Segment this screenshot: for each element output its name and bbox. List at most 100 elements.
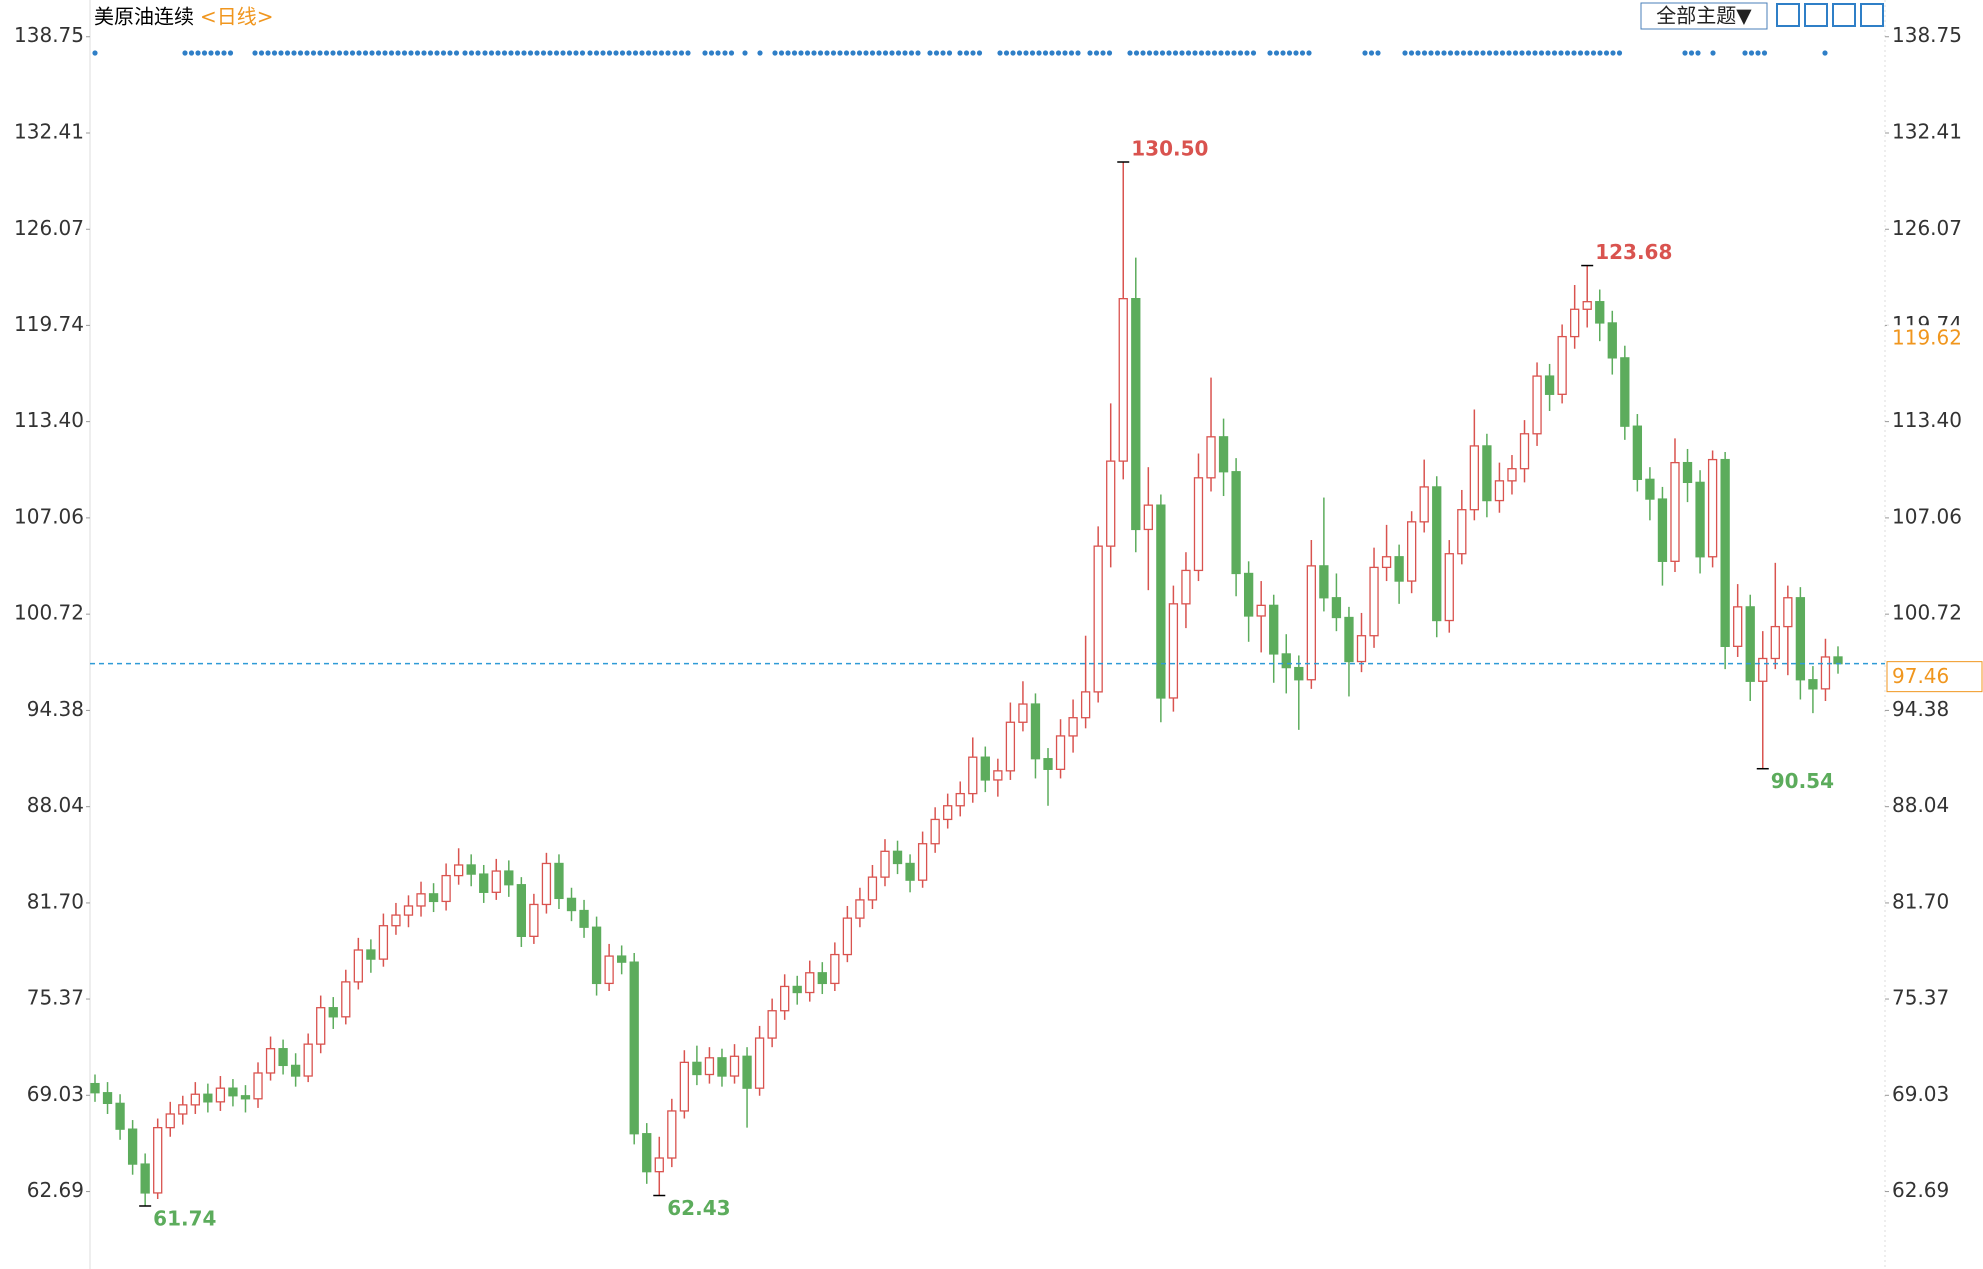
candle-body (1407, 521, 1417, 582)
event-dot (1179, 50, 1185, 56)
event-dot (1571, 50, 1577, 56)
candle-body (905, 862, 915, 881)
candle-body (1156, 504, 1166, 699)
candle-body (178, 1104, 188, 1115)
event-dot (817, 50, 824, 56)
candle-body (855, 899, 865, 919)
candle-body (1670, 461, 1680, 562)
event-dot (1616, 50, 1623, 56)
tool-icon[interactable] (1804, 3, 1828, 27)
candle-body (316, 1007, 326, 1045)
candle-body (1469, 445, 1480, 511)
y2-tick-label: 69.03 (1892, 1082, 1949, 1106)
tool-icon[interactable] (1860, 3, 1884, 27)
candle-body (591, 926, 602, 985)
toolbar[interactable] (1776, 3, 1884, 27)
event-dot (508, 50, 514, 56)
theme-button[interactable]: 全部主题▼ (1656, 4, 1752, 28)
y-tick-label: 132.41 (14, 120, 84, 144)
candle-body (968, 756, 978, 795)
y2-tick-label: 132.41 (1892, 120, 1962, 144)
y2-tick-label: 62.69 (1892, 1178, 1949, 1202)
candle-body (115, 1102, 125, 1130)
event-dot (1166, 50, 1172, 56)
event-dot (453, 50, 460, 56)
event-dot (1010, 50, 1016, 56)
event-dot (933, 50, 940, 56)
y2-tick-label: 94.38 (1892, 697, 1949, 721)
candle-body (203, 1093, 213, 1103)
event-dot (593, 50, 600, 56)
event-dot (1761, 50, 1768, 56)
y-tick-label: 119.74 (14, 312, 84, 336)
event-dot (579, 50, 586, 56)
event-dot (772, 50, 778, 56)
event-dot (1075, 50, 1081, 56)
event-dot (1519, 50, 1525, 56)
event-dot (1146, 50, 1153, 56)
event-dot (997, 50, 1003, 56)
event-dot (521, 50, 527, 56)
event-dot (227, 50, 234, 56)
event-dot (547, 50, 553, 56)
candle-body (1419, 486, 1429, 523)
event-dot (1375, 50, 1381, 56)
event-dot (685, 50, 691, 56)
candle-body (1306, 565, 1316, 681)
event-dot (665, 50, 671, 56)
event-dot (1362, 50, 1368, 56)
cursor-price-box (1887, 325, 1982, 354)
candle-body (1745, 606, 1755, 682)
candle-body (1682, 461, 1693, 484)
event-dot (778, 50, 785, 56)
candle-body (1457, 509, 1467, 555)
candle-body (817, 972, 827, 985)
event-dot (1603, 50, 1610, 56)
candle-body (617, 955, 627, 963)
event-dot (672, 50, 678, 56)
event-dot (1532, 50, 1538, 56)
event-dot (1682, 50, 1688, 56)
event-dot (1062, 50, 1068, 56)
event-dot (1250, 50, 1257, 56)
event-dot (1584, 50, 1590, 56)
candle-body (880, 850, 890, 878)
candle-body (1269, 604, 1279, 655)
event-dot (804, 50, 811, 56)
y2-tick-label: 100.72 (1892, 601, 1962, 625)
candle-body (1218, 436, 1229, 473)
candle-body (1820, 656, 1831, 690)
y-tick-label: 75.37 (27, 986, 84, 1010)
event-dot (1545, 50, 1551, 56)
event-dot (1551, 50, 1558, 56)
candle-body (491, 870, 501, 893)
theme-button-box[interactable] (1640, 2, 1768, 30)
candle-body (303, 1043, 313, 1077)
candle-body (1319, 565, 1329, 599)
event-dot (1185, 50, 1192, 56)
candle-body (704, 1057, 715, 1076)
candle-body (190, 1093, 200, 1106)
candle-body (1356, 635, 1367, 663)
event-dot (1454, 50, 1460, 56)
candle-body (240, 1095, 251, 1100)
event-dot (970, 50, 976, 56)
y2-tick-label: 75.37 (1892, 986, 1949, 1010)
event-dot (566, 50, 573, 56)
event-dot (1140, 50, 1146, 56)
y-tick-label: 62.69 (27, 1178, 84, 1202)
tool-icon[interactable] (1832, 3, 1856, 27)
event-dot (1748, 50, 1755, 56)
candle-body (566, 897, 577, 912)
candle-body (391, 914, 401, 927)
event-dot (252, 50, 258, 56)
y2-tick-label: 138.75 (1892, 23, 1962, 47)
event-dot (540, 50, 547, 56)
candle-body (1018, 703, 1028, 723)
candle-body (90, 1082, 100, 1094)
event-dot (863, 50, 869, 56)
tool-icon[interactable] (1776, 3, 1800, 27)
candle-body (453, 864, 464, 877)
